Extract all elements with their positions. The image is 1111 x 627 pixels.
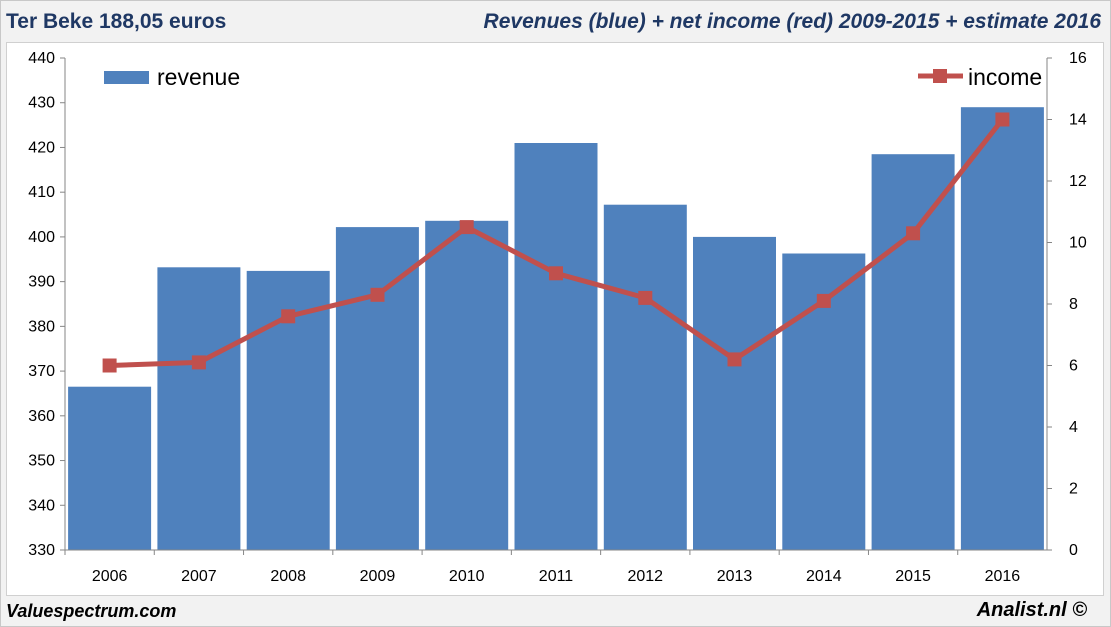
left-axis-tick-label: 400 — [28, 229, 55, 246]
x-axis-tick-label: 2008 — [270, 568, 306, 585]
left-axis-tick-label: 420 — [28, 139, 55, 156]
x-axis-tick-label: 2016 — [985, 568, 1021, 585]
revenue-bar — [514, 143, 598, 550]
stock-title: Ter Beke 188,05 euros — [6, 10, 227, 33]
income-point — [549, 266, 563, 281]
left-axis-tick-label: 380 — [28, 318, 55, 335]
left-axis-tick-label: 390 — [28, 274, 55, 291]
left-axis-tick-label: 430 — [28, 95, 55, 112]
income-point — [727, 352, 742, 367]
left-axis-tick-label: 340 — [28, 497, 55, 514]
left-axis-tick-label: 350 — [28, 453, 55, 470]
chart-title: Revenues (blue) + net income (red) 2009-… — [483, 10, 1101, 33]
x-axis-tick-label: 2013 — [717, 568, 753, 585]
right-axis-tick-label: 2 — [1069, 481, 1078, 498]
x-axis-tick-label: 2011 — [539, 568, 574, 585]
right-axis-tick-label: 12 — [1069, 173, 1087, 190]
revenue-bar — [157, 267, 241, 550]
income-point — [906, 226, 921, 241]
left-axis-tick-label: 370 — [28, 363, 55, 380]
left-axis-tick-label: 410 — [28, 184, 55, 201]
right-axis-tick-label: 4 — [1069, 419, 1078, 436]
income-point — [459, 220, 474, 235]
income-legend-label: income — [968, 64, 1042, 90]
income-point — [816, 293, 831, 308]
x-axis-tick-label: 2007 — [181, 568, 217, 585]
right-axis-tick-label: 8 — [1069, 296, 1078, 313]
x-axis-tick-label: 2009 — [360, 568, 396, 585]
revenue-bar — [335, 227, 419, 550]
revenue-legend-label: revenue — [157, 64, 240, 90]
income-point — [191, 355, 206, 370]
right-axis-tick-label: 14 — [1069, 112, 1087, 129]
right-axis-tick-label: 10 — [1069, 235, 1087, 252]
x-axis-tick-label: 2012 — [627, 568, 663, 585]
income-point — [102, 358, 117, 373]
x-axis-tick-label: 2010 — [449, 568, 485, 585]
revenue-bar — [68, 386, 152, 550]
x-axis-tick-label: 2014 — [806, 568, 842, 585]
income-point — [370, 287, 385, 302]
right-axis-tick-label: 0 — [1069, 542, 1078, 559]
right-axis-tick-label: 6 — [1069, 358, 1078, 375]
income-point — [638, 290, 653, 305]
revenue-bar — [693, 236, 776, 550]
x-axis-tick-label: 2015 — [895, 568, 931, 585]
income-legend-box — [908, 60, 1040, 100]
income-point — [995, 112, 1010, 127]
revenue-legend-swatch — [104, 71, 149, 84]
left-axis-tick-label: 360 — [28, 408, 55, 425]
x-axis-tick-label: 2006 — [92, 568, 128, 585]
revenue-bar — [603, 204, 687, 550]
revenue-bar — [960, 107, 1044, 550]
left-axis-tick-label: 330 — [28, 542, 55, 559]
source-credit: Valuespectrum.com — [6, 601, 177, 621]
left-axis-tick-label: 440 — [28, 50, 55, 67]
income-legend-marker — [933, 69, 947, 83]
income-point — [281, 309, 296, 324]
right-axis-tick-label: 16 — [1069, 50, 1087, 67]
copyright-credit: Analist.nl © — [976, 599, 1087, 621]
revenue-bar — [425, 220, 509, 551]
revenue-bar — [871, 154, 955, 550]
